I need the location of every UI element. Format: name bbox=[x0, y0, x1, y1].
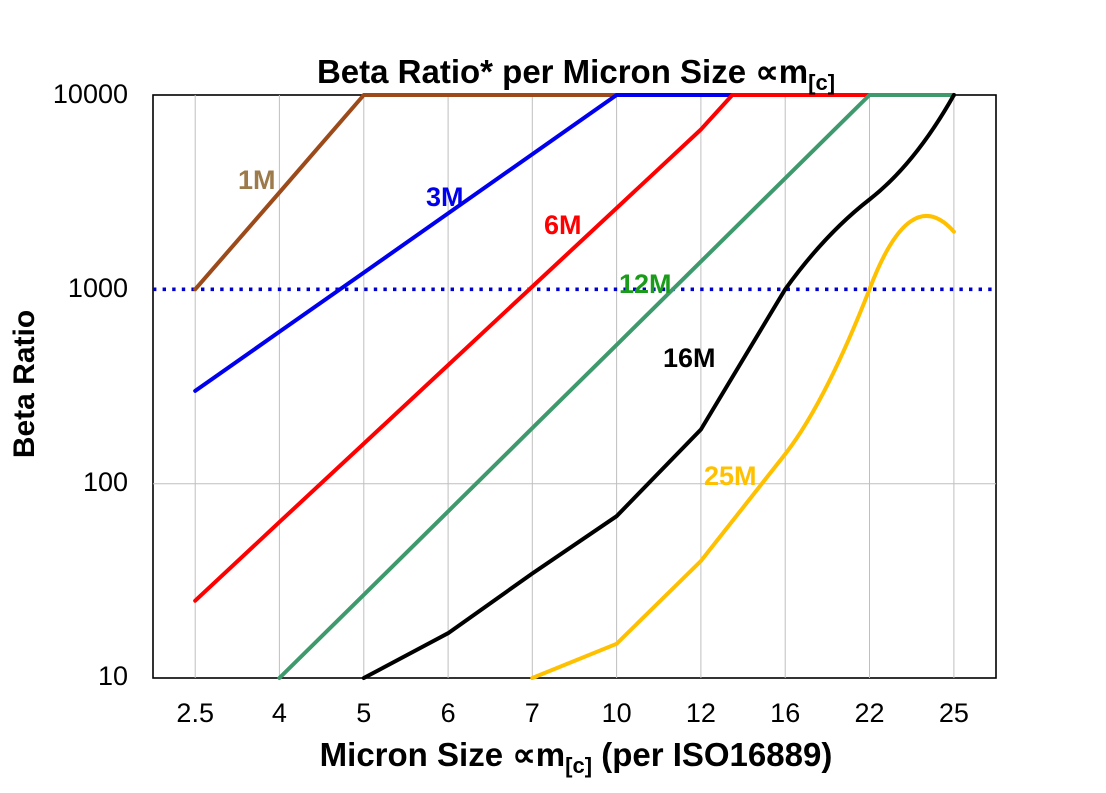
svg-text:1000: 1000 bbox=[68, 273, 128, 303]
svg-text:25M: 25M bbox=[704, 461, 757, 491]
svg-text:2.5: 2.5 bbox=[176, 698, 214, 728]
svg-text:12M: 12M bbox=[619, 269, 672, 299]
svg-text:3M: 3M bbox=[426, 182, 464, 212]
svg-text:6: 6 bbox=[441, 698, 456, 728]
svg-text:25: 25 bbox=[939, 698, 969, 728]
svg-text:4: 4 bbox=[272, 698, 287, 728]
svg-text:5: 5 bbox=[356, 698, 371, 728]
svg-text:Beta Ratio: Beta Ratio bbox=[8, 310, 41, 458]
svg-text:6M: 6M bbox=[544, 210, 582, 240]
svg-text:12: 12 bbox=[686, 698, 716, 728]
svg-text:16: 16 bbox=[770, 698, 800, 728]
svg-text:10: 10 bbox=[98, 661, 128, 691]
svg-text:Beta Ratio* per Micron Size ∝m: Beta Ratio* per Micron Size ∝m[c] bbox=[317, 53, 835, 95]
svg-text:16M: 16M bbox=[663, 343, 716, 373]
svg-text:22: 22 bbox=[854, 698, 884, 728]
svg-text:Micron Size ∝m[c] (per ISO1688: Micron Size ∝m[c] (per ISO16889) bbox=[320, 736, 833, 778]
svg-text:10000: 10000 bbox=[53, 79, 128, 109]
svg-text:100: 100 bbox=[83, 467, 128, 497]
svg-text:7: 7 bbox=[525, 698, 540, 728]
svg-text:10: 10 bbox=[602, 698, 632, 728]
svg-text:1M: 1M bbox=[238, 165, 276, 195]
